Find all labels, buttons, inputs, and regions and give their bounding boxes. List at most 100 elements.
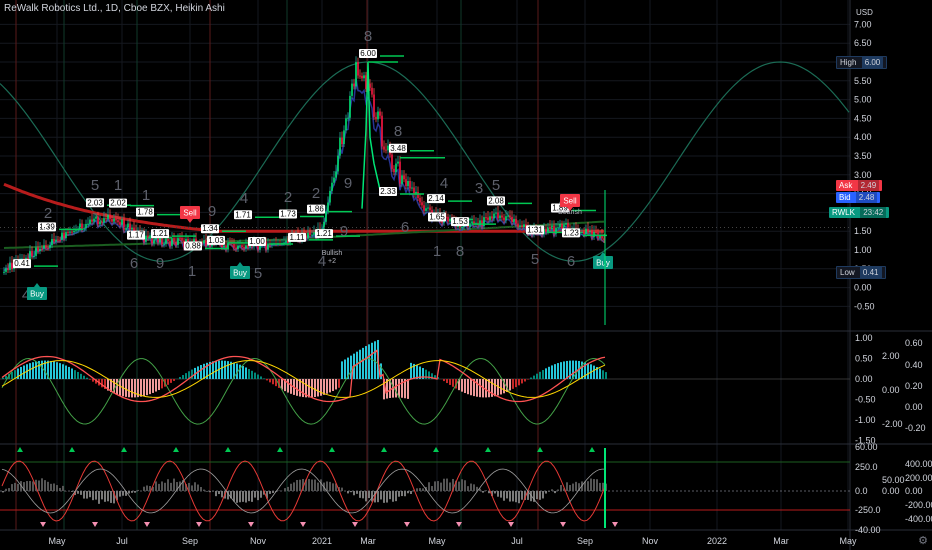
histogram-bar (356, 491, 358, 494)
candle-body (53, 238, 55, 242)
down-arrow-icon (40, 522, 46, 527)
histogram-bar (446, 478, 448, 491)
histogram-bar (68, 366, 70, 379)
price-label: 1.11 (290, 233, 306, 242)
up-arrow-icon (17, 447, 23, 452)
price-label-box (451, 217, 469, 227)
candle-body (405, 179, 407, 187)
candle-body (411, 187, 413, 189)
candle-body (331, 182, 333, 191)
sequence-number: 4 (240, 190, 248, 207)
oscillator-pane-1[interactable] (0, 339, 850, 425)
histogram-bar (95, 379, 97, 384)
candle-body (325, 211, 327, 222)
histogram-bar (320, 379, 322, 396)
osc1-tick: -1.00 (855, 415, 876, 425)
price-label-box (201, 224, 219, 234)
histogram-bar (407, 491, 409, 494)
candle-body (51, 238, 53, 246)
cycle-wave-line (0, 61, 850, 262)
candle-body (233, 243, 235, 248)
histogram-bar (302, 478, 304, 491)
histogram-bar (137, 489, 139, 491)
candle-body (247, 245, 249, 248)
histogram-bar (386, 379, 388, 399)
histogram-bar (254, 372, 256, 379)
settings-gear-icon[interactable]: ⚙ (918, 535, 928, 547)
histogram-bar (485, 379, 487, 398)
sell-signal-pointer (187, 219, 193, 223)
histogram-bar (80, 373, 82, 379)
histogram-bar (581, 361, 583, 379)
time-tick: Mar (773, 536, 789, 546)
candle-body (603, 238, 605, 241)
candle-body (351, 83, 353, 96)
histogram-bar (533, 491, 535, 502)
buy-signal-box (27, 287, 47, 300)
candle-body (181, 237, 183, 241)
histogram-bar (254, 491, 256, 498)
candle-body (487, 217, 489, 220)
price-label: 1.34 (202, 224, 218, 233)
high-value: 6.00 (861, 57, 884, 68)
histogram-bar (71, 491, 73, 492)
histogram-bar (527, 491, 529, 500)
candle-body (355, 62, 357, 87)
histogram-bar (188, 371, 190, 379)
histogram-bar (122, 491, 124, 496)
histogram-bar (5, 488, 7, 491)
histogram-bar (494, 491, 496, 494)
histogram-bar (83, 491, 85, 499)
candle-body (33, 255, 35, 257)
histogram-bar (215, 491, 217, 497)
candle-body (147, 235, 149, 239)
price-tick: -0.50 (854, 301, 875, 311)
bearish-label: Bearish (558, 209, 582, 216)
histogram-bar (455, 480, 457, 491)
candle-body (341, 137, 343, 144)
osc2-right-tick: 200.00 (905, 473, 932, 483)
price-label-box (487, 196, 505, 206)
oscillator-pane-2[interactable] (0, 447, 850, 528)
histogram-bar (245, 367, 247, 379)
osc2-tick: 60.00 (855, 442, 878, 452)
sequence-number: 9 (156, 255, 164, 272)
candle-body (499, 215, 501, 219)
candle-body (89, 219, 91, 224)
candle-body (251, 245, 253, 247)
candle-body (149, 235, 151, 239)
candle-body (559, 223, 561, 228)
histogram-bar (584, 362, 586, 379)
histogram-bar (356, 351, 358, 379)
price-tick: 0.00 (854, 283, 872, 293)
sell-signal-box (180, 206, 200, 219)
histogram-bar (5, 375, 7, 379)
main-price-pane[interactable]: 0.41 1.39 2.03 2.02 1.78 1.17 1.21 0.88 1.03 1.34… (0, 28, 850, 325)
price-label: 2.33 (380, 187, 396, 196)
histogram-bar (269, 379, 271, 383)
histogram-bar (125, 379, 127, 397)
histogram-bar (263, 378, 265, 379)
histogram-bar (332, 483, 334, 491)
candle-body (21, 258, 23, 260)
candle-body (591, 230, 593, 237)
candle-body (587, 228, 589, 232)
histogram-bar (98, 491, 100, 504)
histogram-bar (203, 363, 205, 379)
buy-signal-text: Buy (233, 269, 247, 278)
histogram-bar (170, 482, 172, 491)
price-label-box (307, 204, 325, 214)
candle-body (363, 75, 365, 79)
bid-badge: Bid 2.48 (836, 192, 881, 203)
candle-body (561, 223, 563, 230)
histogram-bar (86, 491, 88, 499)
sequence-number: 8 (456, 243, 464, 260)
histogram-bar (560, 485, 562, 491)
histogram-bar (347, 357, 349, 379)
histogram-bar (464, 480, 466, 491)
histogram-bar (371, 491, 373, 502)
histogram-bar (461, 479, 463, 491)
histogram-bar (179, 481, 181, 491)
up-arrow-icon (173, 447, 179, 452)
